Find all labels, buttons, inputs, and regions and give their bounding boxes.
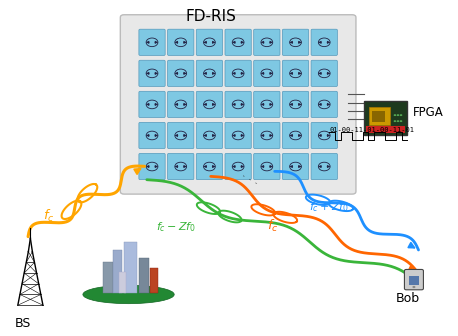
Bar: [369, 107, 390, 125]
FancyBboxPatch shape: [225, 122, 251, 149]
FancyBboxPatch shape: [254, 154, 280, 180]
FancyBboxPatch shape: [283, 154, 309, 180]
FancyBboxPatch shape: [168, 154, 194, 180]
FancyBboxPatch shape: [139, 29, 165, 55]
FancyBboxPatch shape: [225, 60, 251, 86]
Circle shape: [393, 120, 396, 122]
FancyBboxPatch shape: [283, 29, 309, 55]
Text: · · ·: · · ·: [240, 171, 260, 188]
Text: FD-RIS: FD-RIS: [185, 9, 236, 24]
FancyBboxPatch shape: [196, 91, 223, 118]
FancyBboxPatch shape: [196, 29, 223, 55]
Bar: [124, 242, 137, 293]
FancyBboxPatch shape: [168, 60, 194, 86]
FancyBboxPatch shape: [311, 122, 338, 149]
FancyBboxPatch shape: [196, 60, 223, 86]
Bar: [372, 111, 385, 122]
Bar: [150, 268, 158, 293]
Circle shape: [397, 114, 399, 116]
FancyBboxPatch shape: [225, 29, 251, 55]
Circle shape: [400, 120, 402, 122]
Circle shape: [400, 114, 402, 116]
FancyBboxPatch shape: [404, 269, 424, 290]
Ellipse shape: [83, 285, 174, 304]
Circle shape: [397, 120, 399, 122]
Text: $f_c + Zf_0$: $f_c + Zf_0$: [310, 200, 349, 214]
FancyBboxPatch shape: [168, 91, 194, 118]
FancyBboxPatch shape: [311, 91, 338, 118]
Text: $f_c - Zf_0$: $f_c - Zf_0$: [157, 220, 196, 234]
Circle shape: [393, 114, 396, 116]
FancyBboxPatch shape: [283, 91, 309, 118]
Bar: [365, 126, 405, 133]
Text: $f_c$: $f_c$: [43, 208, 55, 224]
FancyBboxPatch shape: [225, 154, 251, 180]
Bar: [364, 101, 407, 134]
FancyBboxPatch shape: [283, 122, 309, 149]
Text: $f_c$: $f_c$: [267, 218, 278, 234]
FancyBboxPatch shape: [168, 29, 194, 55]
Bar: [139, 258, 149, 293]
Bar: [114, 250, 122, 293]
Bar: [104, 262, 114, 293]
FancyBboxPatch shape: [225, 91, 251, 118]
Bar: [120, 272, 126, 293]
FancyBboxPatch shape: [254, 60, 280, 86]
FancyBboxPatch shape: [254, 29, 280, 55]
FancyBboxPatch shape: [311, 154, 338, 180]
FancyBboxPatch shape: [254, 122, 280, 149]
Circle shape: [412, 286, 415, 288]
FancyBboxPatch shape: [311, 60, 338, 86]
Text: 01-00-11-01-00-11-01: 01-00-11-01-00-11-01: [329, 127, 414, 132]
FancyBboxPatch shape: [120, 15, 356, 194]
Text: FPGA: FPGA: [413, 106, 443, 119]
Text: BS: BS: [14, 317, 31, 330]
FancyBboxPatch shape: [196, 154, 223, 180]
FancyBboxPatch shape: [196, 122, 223, 149]
FancyBboxPatch shape: [139, 154, 165, 180]
FancyBboxPatch shape: [283, 60, 309, 86]
FancyBboxPatch shape: [139, 122, 165, 149]
FancyBboxPatch shape: [139, 60, 165, 86]
Bar: [409, 276, 419, 285]
FancyBboxPatch shape: [139, 91, 165, 118]
FancyBboxPatch shape: [311, 29, 338, 55]
FancyBboxPatch shape: [254, 91, 280, 118]
FancyBboxPatch shape: [168, 122, 194, 149]
Text: Bob: Bob: [396, 292, 420, 305]
